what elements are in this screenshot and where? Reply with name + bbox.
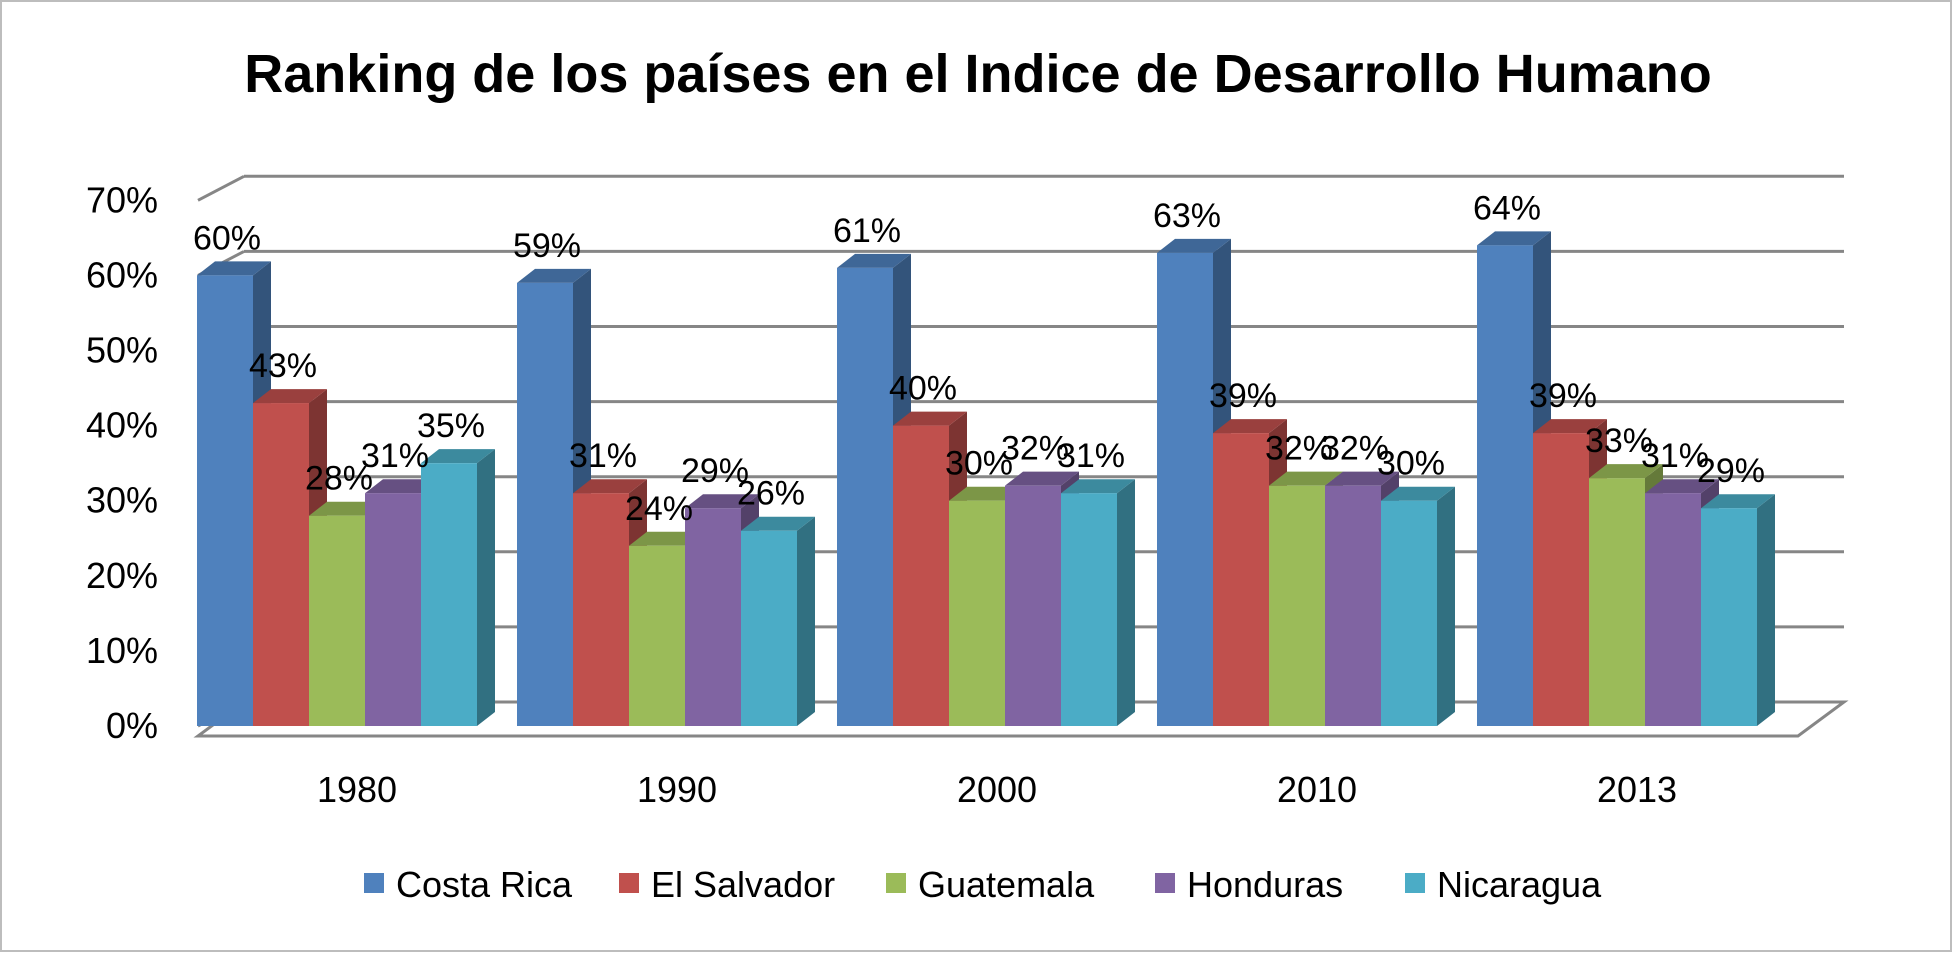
y-tick-label: 40% xyxy=(86,405,158,446)
data-label: 39% xyxy=(1209,377,1277,415)
legend-swatch xyxy=(1155,873,1175,893)
data-labels: 60%43%28%31%35%59%31%24%29%26%61%40%30%3… xyxy=(193,189,1765,527)
y-tick-label: 20% xyxy=(86,555,158,596)
data-label: 29% xyxy=(1697,452,1765,490)
data-label: 31% xyxy=(569,437,637,475)
legend-item: El Salvador xyxy=(619,864,835,905)
data-label: 64% xyxy=(1473,189,1541,227)
y-tick-label: 0% xyxy=(106,705,158,746)
data-label: 43% xyxy=(249,347,317,385)
data-label: 24% xyxy=(625,490,693,528)
data-label: 32% xyxy=(1265,430,1333,468)
legend-label: Nicaragua xyxy=(1437,864,1602,905)
y-tick-label: 70% xyxy=(86,179,158,220)
bar-nicaragua-2010 xyxy=(1381,486,1455,726)
data-label: 26% xyxy=(737,475,805,513)
y-tick-label: 50% xyxy=(86,330,158,371)
data-label: 28% xyxy=(305,460,373,498)
data-label: 32% xyxy=(1001,430,1069,468)
gridline-side xyxy=(197,174,245,202)
legend-item: Guatemala xyxy=(886,864,1095,905)
legend-item: Costa Rica xyxy=(364,864,573,905)
x-tick-label: 2013 xyxy=(1597,769,1677,810)
x-axis-ticks: 1980 1990 2000 2010 2013 xyxy=(317,769,1677,810)
legend-swatch xyxy=(1405,873,1425,893)
y-axis-ticks: 0% 10% 20% 30% 40% 50% 60% 70% xyxy=(86,179,158,746)
data-label: 30% xyxy=(1377,445,1445,483)
y-tick-label: 10% xyxy=(86,630,158,671)
legend-swatch xyxy=(619,873,639,893)
x-tick-label: 1990 xyxy=(637,769,717,810)
legend-item: Nicaragua xyxy=(1405,864,1602,905)
bar-nicaragua-2000 xyxy=(1061,479,1135,726)
bars xyxy=(197,231,1775,727)
chart-title: Ranking de los países en el Indice de De… xyxy=(244,44,1711,104)
data-label: 33% xyxy=(1585,422,1653,460)
data-label: 63% xyxy=(1153,197,1221,235)
bar-nicaragua-2013 xyxy=(1701,494,1775,726)
legend-swatch xyxy=(364,873,384,893)
x-tick-label: 2000 xyxy=(957,769,1037,810)
data-label: 31% xyxy=(1057,437,1125,475)
data-label: 29% xyxy=(681,452,749,490)
data-label: 59% xyxy=(513,227,581,265)
y-tick-label: 60% xyxy=(86,254,158,295)
bar-nicaragua-1990 xyxy=(741,516,815,726)
data-label: 32% xyxy=(1321,430,1389,468)
legend-item: Honduras xyxy=(1155,864,1343,905)
legend-label: Guatemala xyxy=(918,864,1095,905)
data-label: 60% xyxy=(193,219,261,257)
data-label: 31% xyxy=(1641,437,1709,475)
y-tick-label: 30% xyxy=(86,480,158,521)
legend-label: Costa Rica xyxy=(396,864,573,905)
data-label: 31% xyxy=(361,437,429,475)
legend: Costa Rica El Salvador Guatemala Honduras Ni… xyxy=(364,864,1602,905)
legend-label: Honduras xyxy=(1187,864,1343,905)
legend-label: El Salvador xyxy=(651,864,835,905)
data-label: 39% xyxy=(1529,377,1597,415)
bar-costa-rica-2013 xyxy=(1477,231,1551,727)
legend-swatch xyxy=(886,873,906,893)
data-label: 61% xyxy=(833,212,901,250)
x-tick-label: 2010 xyxy=(1277,769,1357,810)
data-label: 40% xyxy=(889,370,957,408)
bar-nicaragua-1980 xyxy=(421,449,495,726)
data-label: 35% xyxy=(417,407,485,445)
data-label: 30% xyxy=(945,445,1013,483)
x-tick-label: 1980 xyxy=(317,769,397,810)
